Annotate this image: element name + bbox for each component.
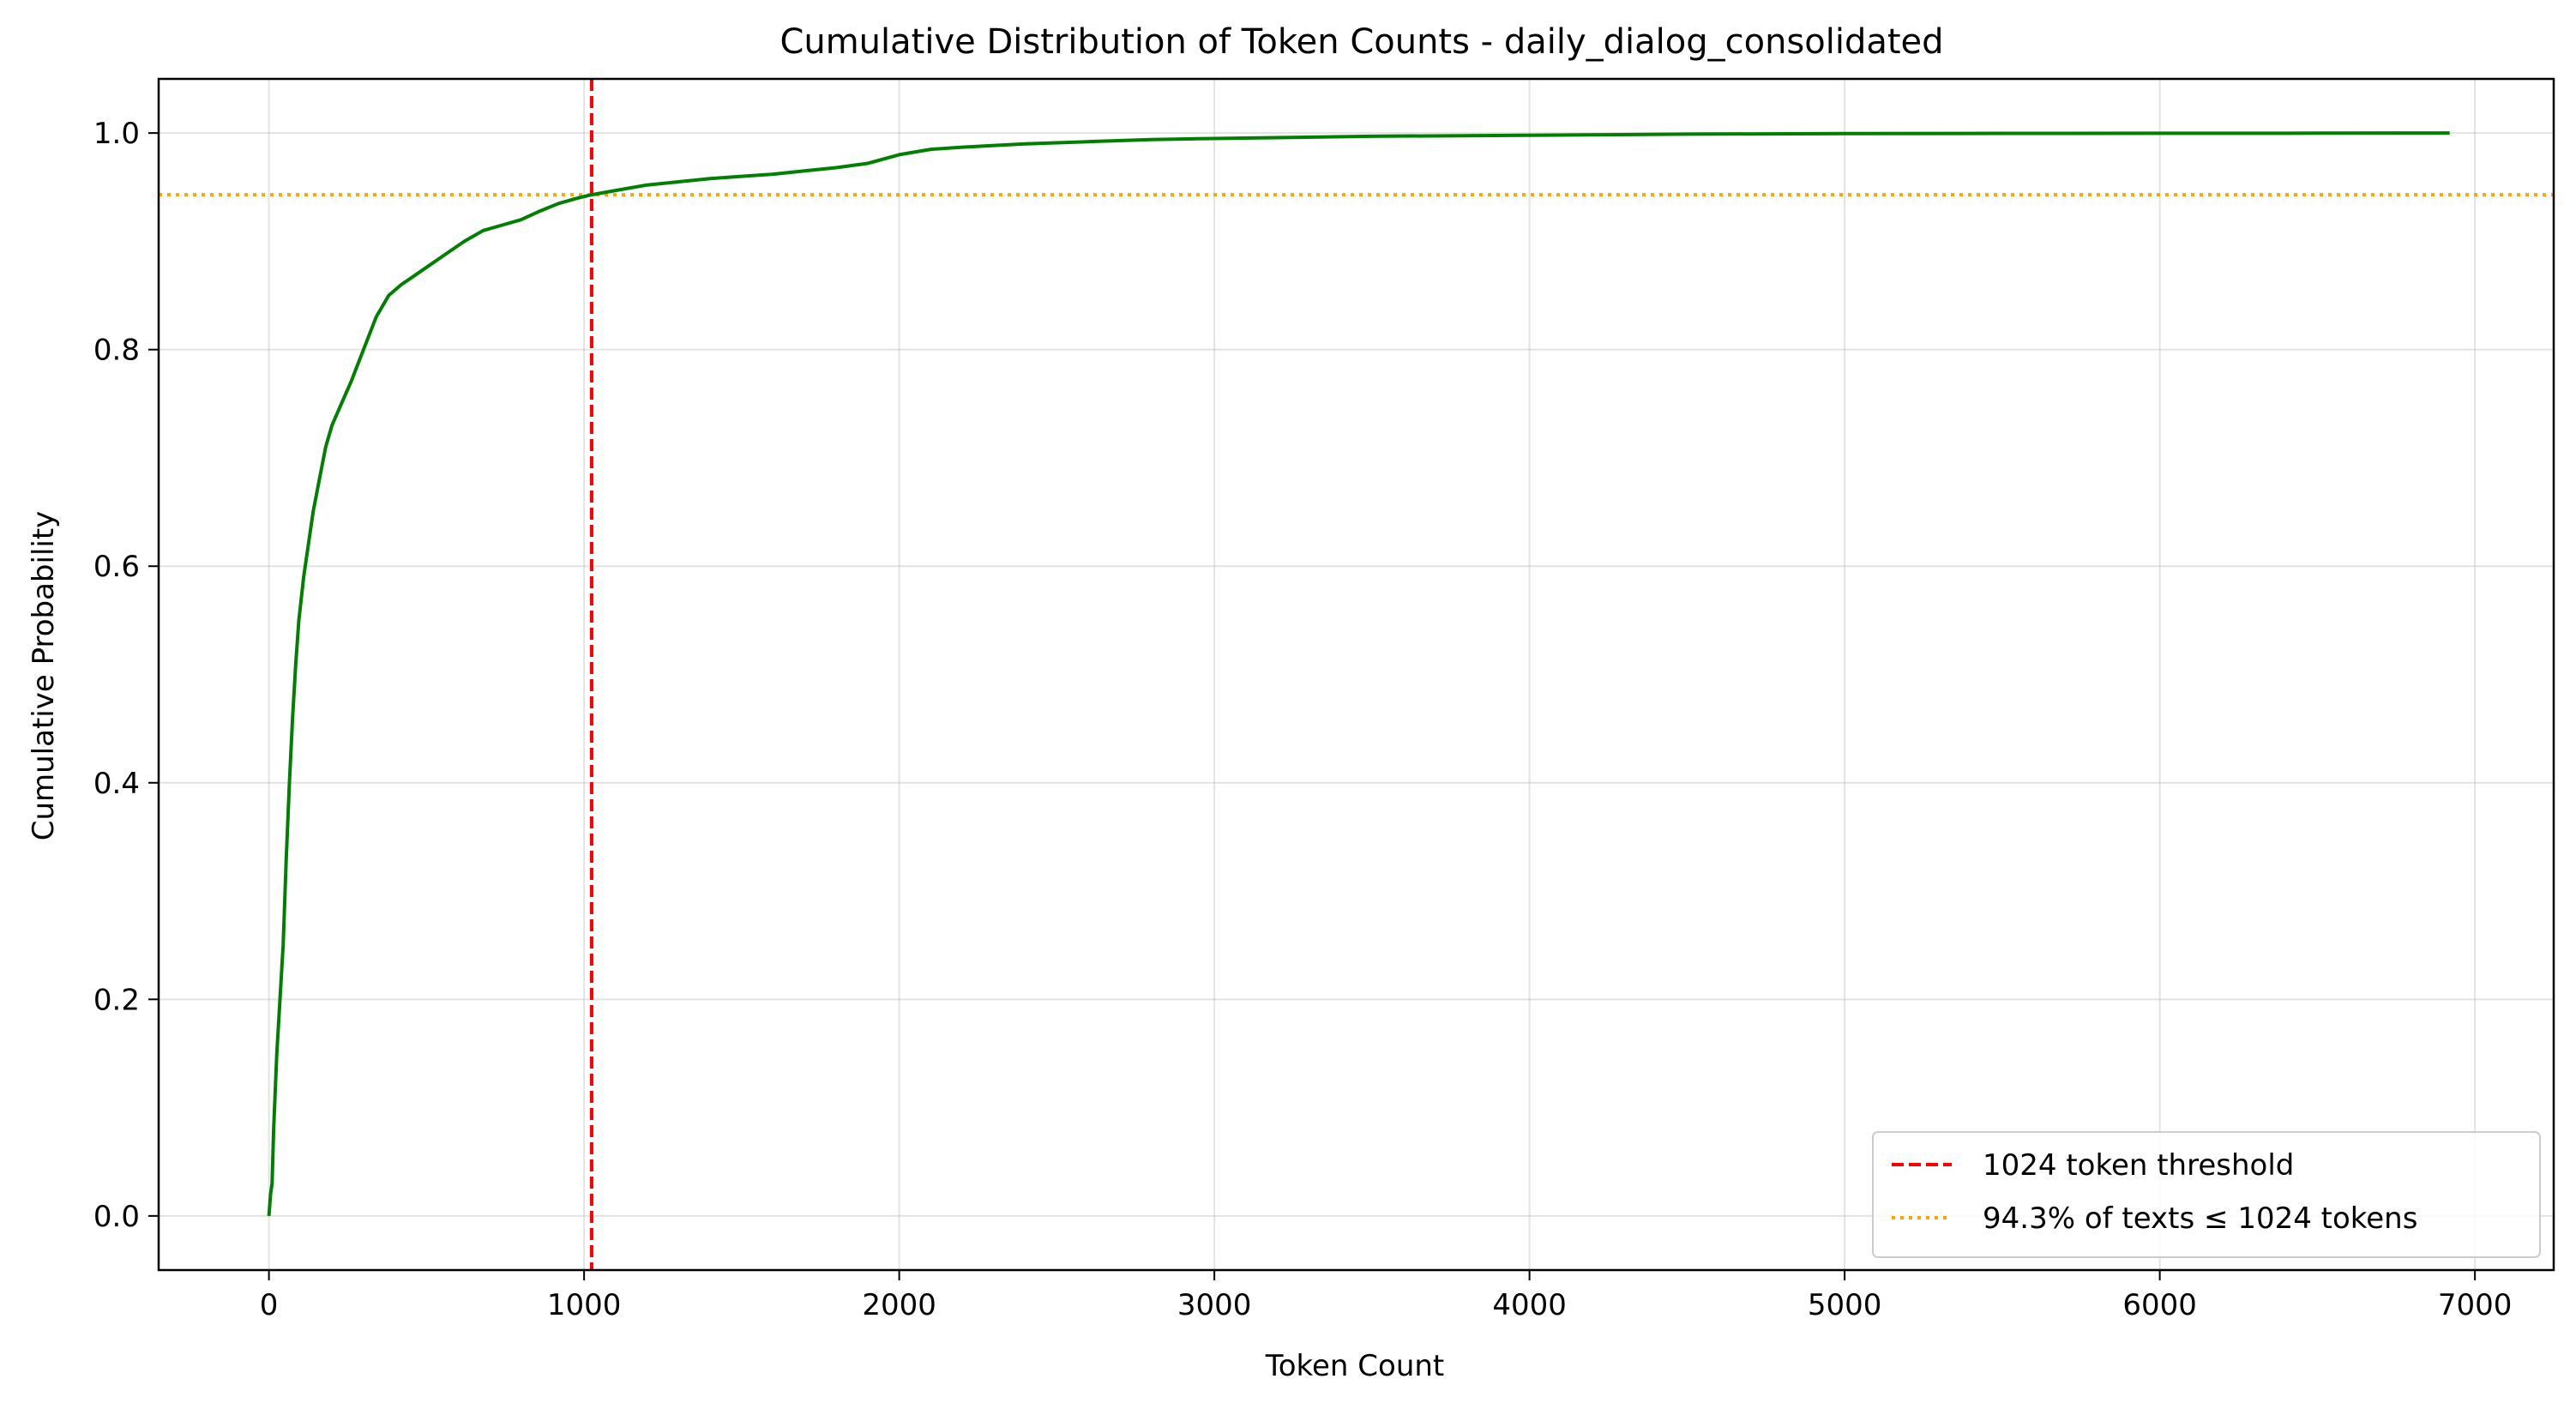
series-lines — [267, 131, 2450, 1217]
cdf-line — [267, 131, 2450, 1217]
x-tick-label: 4000 — [1492, 1288, 1567, 1322]
tick-labels: 0 1000 2000 3000 4000 5000 6000 7000 0.0 0.2 0.4 0.… — [93, 117, 2512, 1322]
legend-box — [1872, 1131, 2541, 1258]
y-tick-label: 1.0 — [93, 117, 140, 151]
threshold-lines — [159, 79, 2554, 1270]
legend-label-threshold: 1024 token threshold — [1983, 1148, 2294, 1183]
x-tick-label: 6000 — [2122, 1288, 2197, 1322]
x-tick-label: 3000 — [1177, 1288, 1252, 1322]
legend: 1024 token threshold 94.3% of texts ≤ 10… — [1872, 1131, 2541, 1258]
x-tick-label: 0 — [260, 1288, 279, 1322]
y-tick-label: 0.4 — [93, 767, 140, 801]
chart-title: Cumulative Distribution of Token Counts … — [779, 22, 1943, 62]
y-tick-label: 0.6 — [93, 550, 140, 584]
axes — [148, 77, 2555, 1280]
y-tick-label: 0.0 — [93, 1200, 140, 1234]
x-tick-label: 2000 — [862, 1288, 936, 1322]
x-tick-label: 7000 — [2438, 1288, 2513, 1322]
x-axis-label: Token Count — [1265, 1349, 1445, 1383]
x-tick-label: 5000 — [1808, 1288, 1882, 1322]
axes-frame — [157, 77, 2555, 1272]
y-tick-label: 0.8 — [93, 334, 140, 368]
legend-label-percentage: 94.3% of texts ≤ 1024 tokens — [1983, 1201, 2417, 1236]
x-tick-label: 1000 — [547, 1288, 622, 1322]
y-axis-label: Cumulative Probability — [27, 511, 61, 841]
y-tick-label: 0.2 — [93, 983, 140, 1017]
grid-lines — [159, 79, 2554, 1270]
